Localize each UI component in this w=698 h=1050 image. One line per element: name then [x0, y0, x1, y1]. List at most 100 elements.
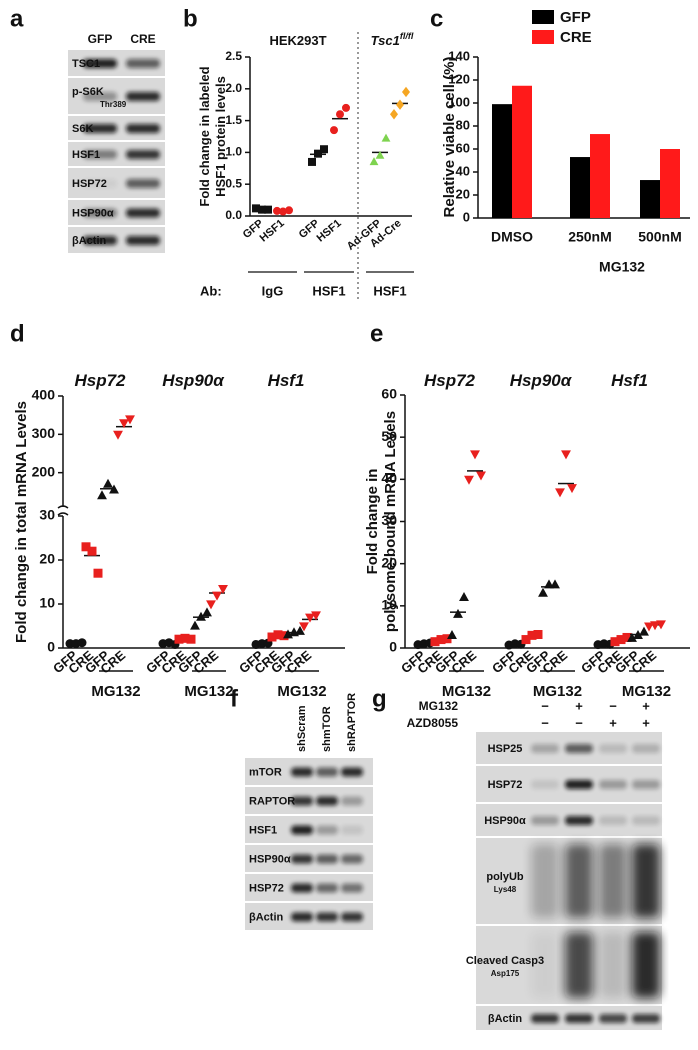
- x-tick-label: 250nM: [568, 229, 612, 245]
- row-label: HSF1: [72, 149, 100, 161]
- blot-band: [531, 744, 559, 753]
- data-point: [453, 608, 463, 618]
- blot-smear: [599, 932, 627, 998]
- y-tick-label: 10: [381, 597, 397, 613]
- axis-break: [57, 505, 69, 516]
- y-tick-label: 0: [463, 209, 470, 224]
- blot-band: [126, 59, 160, 68]
- legend-label: GFP: [560, 9, 591, 26]
- bar: [570, 157, 590, 218]
- blot-band: [316, 883, 338, 893]
- y-tick-label: 20: [39, 551, 55, 567]
- group-title: Hsp72: [74, 371, 126, 390]
- blot-band: [83, 179, 117, 188]
- blot-band: [632, 744, 660, 753]
- bracket-label: MG132: [622, 683, 671, 700]
- row-label: HSP90α: [249, 853, 291, 865]
- blot-band: [599, 744, 627, 753]
- row-label: S6K: [72, 123, 93, 135]
- blot-band: [632, 816, 660, 825]
- row-label: HSP90α: [72, 207, 114, 219]
- data-point: [381, 133, 391, 142]
- blot-band: [531, 1014, 559, 1023]
- data-point: [305, 613, 315, 623]
- bracket-label: IgG: [262, 283, 284, 298]
- blot-band: [316, 912, 338, 922]
- bracket-label: HSF1: [373, 283, 406, 298]
- row-sublabel: Thr389: [100, 100, 127, 109]
- panel-letter: b: [183, 5, 198, 32]
- panel-letter: g: [372, 685, 387, 712]
- row-label: βActin: [249, 911, 283, 923]
- data-point: [639, 626, 649, 636]
- y-tick-label: 0: [389, 639, 397, 655]
- data-point: [533, 630, 543, 640]
- blot-band: [126, 236, 160, 245]
- text-line: Fold change in: [364, 469, 381, 575]
- row-sublabel: Lys48: [494, 885, 517, 894]
- blot-band: [83, 92, 117, 101]
- y-tick-label: 80: [456, 117, 470, 132]
- x-tick-label: DMSO: [491, 229, 533, 245]
- y-tick-label: 140: [448, 48, 470, 63]
- lane-label: shmTOR: [321, 706, 333, 752]
- y-tick-label: 200: [32, 463, 56, 479]
- data-point: [476, 471, 486, 481]
- data-point: [330, 126, 338, 135]
- blot-smear: [599, 844, 627, 918]
- group-title: Tsc1fl/fl: [371, 31, 414, 48]
- row-label: HSP25: [488, 743, 523, 755]
- data-point: [218, 585, 228, 594]
- bracket-label: MG132: [277, 683, 326, 700]
- group-title-text: Hsp90α: [162, 371, 225, 390]
- row-label: HSF1: [249, 824, 277, 836]
- blot-band: [316, 767, 338, 777]
- blot-band: [565, 780, 593, 789]
- y-tick-label: 60: [381, 386, 397, 402]
- legend-swatch: [532, 30, 554, 44]
- data-point: [119, 419, 129, 429]
- panel-letter: e: [370, 320, 383, 347]
- blot-band: [316, 796, 338, 806]
- blot-band: [599, 780, 627, 789]
- group-title-text: Hsp90α: [510, 371, 573, 390]
- y-tick-label: 10: [39, 595, 55, 611]
- data-point: [627, 632, 637, 642]
- blot-band: [126, 208, 160, 218]
- text-line: HSF1 protein levels: [213, 76, 228, 197]
- blot-band: [83, 236, 117, 245]
- group-title: Hsf1: [611, 371, 648, 390]
- blot-band: [126, 179, 160, 188]
- lane-label: GFP: [88, 32, 113, 46]
- data-point: [97, 490, 107, 500]
- blot-band: [291, 854, 313, 864]
- data-point: [633, 629, 643, 639]
- y-tick-label: 100: [448, 94, 470, 109]
- blot-band: [599, 1014, 627, 1023]
- y-tick-label: 1.0: [225, 145, 242, 159]
- group-title: Hsp90α: [162, 371, 225, 390]
- blot-band: [599, 816, 627, 825]
- data-point: [464, 475, 474, 485]
- x-axis-label: MG132: [599, 259, 645, 275]
- condition-sign: +: [642, 715, 650, 730]
- row-label: p-S6K: [72, 86, 104, 98]
- condition-sign: −: [609, 698, 617, 713]
- row-label: mTOR: [249, 766, 282, 778]
- data-point: [650, 621, 660, 631]
- condition-sign: −: [541, 715, 549, 730]
- group-title: HEK293T: [269, 33, 326, 48]
- blot-band: [83, 124, 117, 133]
- panel-letter: a: [10, 5, 24, 32]
- data-point: [299, 622, 309, 632]
- blot-band: [341, 854, 363, 864]
- row-sublabel: Asp175: [491, 969, 520, 978]
- y-tick-label: 40: [381, 470, 397, 486]
- data-point: [212, 591, 222, 601]
- blot-smear: [632, 844, 660, 918]
- group-title: Hsf1: [268, 371, 305, 390]
- blot-band: [531, 780, 559, 789]
- blot-band: [341, 825, 363, 835]
- bracket-label: HSF1: [312, 283, 345, 298]
